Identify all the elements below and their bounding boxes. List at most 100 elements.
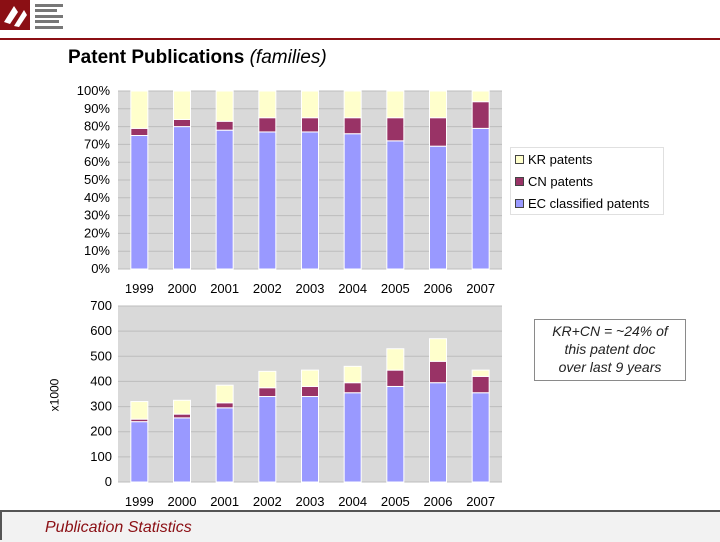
percent-bar-ec-1999 [130, 135, 149, 270]
percent-xtick-label: 2005 [381, 281, 410, 296]
count-xtick-label: 1999 [125, 494, 154, 509]
legend-swatch-ec [515, 198, 524, 208]
percent-ytick-label: 0% [91, 261, 110, 276]
legend: KR patents CN patents EC classified pate… [510, 147, 664, 215]
count-bar-kr-2007 [471, 369, 490, 377]
percent-bar-kr-1999 [130, 90, 149, 129]
count-bar-kr-1999 [130, 401, 149, 420]
count-bar-ec-2006 [429, 382, 447, 483]
percent-xtick-label: 2007 [466, 281, 495, 296]
percent-xtick-label: 2003 [296, 281, 325, 296]
percent-bar-cn-2005 [386, 117, 405, 142]
percent-bar-ec-2007 [471, 127, 490, 270]
title-main: Patent Publications [68, 47, 245, 68]
percent-xtick-label: 2002 [253, 281, 282, 296]
count-bar-cn-2002 [258, 387, 277, 398]
count-bar-ec-2001 [215, 407, 234, 483]
count-xtick-label: 2004 [338, 494, 367, 509]
count-ytick-label: 0 [105, 474, 112, 489]
percent-ytick-label: 80% [84, 119, 110, 134]
percent-bar-kr-2003 [301, 90, 319, 119]
count-bar-kr-2001 [215, 384, 234, 404]
count-bar-kr-2000 [173, 399, 191, 415]
percent-ytick-label: 50% [84, 172, 110, 187]
count-bar-ec-1999 [130, 421, 149, 483]
count-ytick-label: 700 [90, 298, 112, 313]
legend-label-cn: CN patents [528, 173, 594, 189]
legend-swatch-kr [515, 154, 524, 164]
percent-xtick-label: 2004 [338, 281, 367, 296]
count-xtick-label: 2000 [168, 494, 197, 509]
count-bar-cn-2006 [429, 360, 447, 384]
footer-edge [0, 510, 2, 540]
legend-item-cn: CN patents [515, 173, 593, 189]
count-bar-kr-2004 [343, 365, 362, 384]
count-bar-kr-2003 [301, 369, 319, 387]
annotation-line-1: KR+CN = ~24% of [552, 323, 668, 339]
percent-bar-kr-2006 [429, 90, 447, 119]
count-xtick-label: 2006 [424, 494, 453, 509]
percent-bar-cn-2006 [429, 117, 447, 147]
page-title: Patent Publications (families) [68, 47, 327, 69]
percent-bar-cn-2002 [258, 117, 277, 133]
percent-bar-kr-2002 [258, 90, 277, 119]
title-sub: (families) [249, 47, 327, 68]
percent-bar-kr-2005 [386, 90, 405, 119]
count-bar-cn-2005 [386, 369, 405, 387]
count-bar-ec-2005 [386, 385, 405, 483]
percent-bar-cn-2007 [471, 101, 490, 129]
percent-bar-ec-2001 [215, 129, 234, 270]
count-bar-cn-2001 [215, 402, 234, 409]
count-bar-ec-2000 [173, 417, 191, 483]
organization-logo [0, 0, 66, 34]
count-bar-cn-2003 [301, 385, 319, 398]
count-xtick-label: 2007 [466, 494, 495, 509]
count-ytick-label: 200 [90, 424, 112, 439]
footer-title: Publication Statistics [45, 519, 192, 536]
count-bar-ec-2002 [258, 396, 277, 483]
count-bar-kr-2006 [429, 338, 447, 362]
percent-ytick-label: 100% [77, 83, 111, 98]
annotation-line-2: this patent doc [564, 341, 656, 357]
legend-label-ec: EC classified patents [528, 195, 650, 211]
annotation-line-3: over last 9 years [558, 359, 662, 375]
count-xtick-label: 2003 [296, 494, 325, 509]
percent-bar-cn-2004 [343, 117, 362, 135]
count-bar-kr-2005 [386, 348, 405, 371]
percent-ytick-label: 90% [84, 101, 110, 116]
percent-ytick-label: 20% [84, 225, 110, 240]
legend-label-kr: KR patents [528, 151, 593, 167]
footer-bar [0, 510, 720, 542]
percent-bar-cn-2000 [173, 118, 191, 128]
percent-ytick-label: 70% [84, 136, 110, 151]
percent-bar-kr-2004 [343, 90, 362, 119]
legend-item-kr: KR patents [515, 151, 592, 167]
header-divider [0, 38, 720, 40]
percent-ytick-label: 40% [84, 190, 110, 205]
percent-ytick-label: 10% [84, 243, 110, 258]
count-chart-ylabel: x1000 [47, 378, 62, 412]
count-ytick-label: 300 [90, 399, 112, 414]
percent-bar-ec-2006 [429, 145, 447, 270]
percent-xtick-label: 1999 [125, 281, 154, 296]
percent-ytick-label: 30% [84, 208, 110, 223]
count-xtick-label: 2002 [253, 494, 282, 509]
count-xtick-label: 2005 [381, 494, 410, 509]
percent-bar-cn-1999 [130, 127, 149, 137]
count-bar-ec-2007 [471, 392, 490, 483]
percent-bar-ec-2004 [343, 133, 362, 270]
percent-ytick-label: 60% [84, 154, 110, 169]
legend-item-ec: EC classified patents [515, 195, 649, 211]
percent-bar-kr-2007 [471, 90, 490, 103]
count-ytick-label: 500 [90, 348, 112, 363]
percent-bar-cn-2003 [301, 117, 319, 133]
percent-bar-ec-2000 [173, 126, 191, 270]
count-ytick-label: 400 [90, 373, 112, 388]
count-ytick-label: 600 [90, 323, 112, 338]
percent-bar-kr-2001 [215, 90, 234, 122]
count-bar-cn-2004 [343, 382, 362, 394]
legend-swatch-cn [515, 176, 524, 186]
percent-xtick-label: 2001 [210, 281, 239, 296]
percent-bar-ec-2002 [258, 131, 277, 270]
